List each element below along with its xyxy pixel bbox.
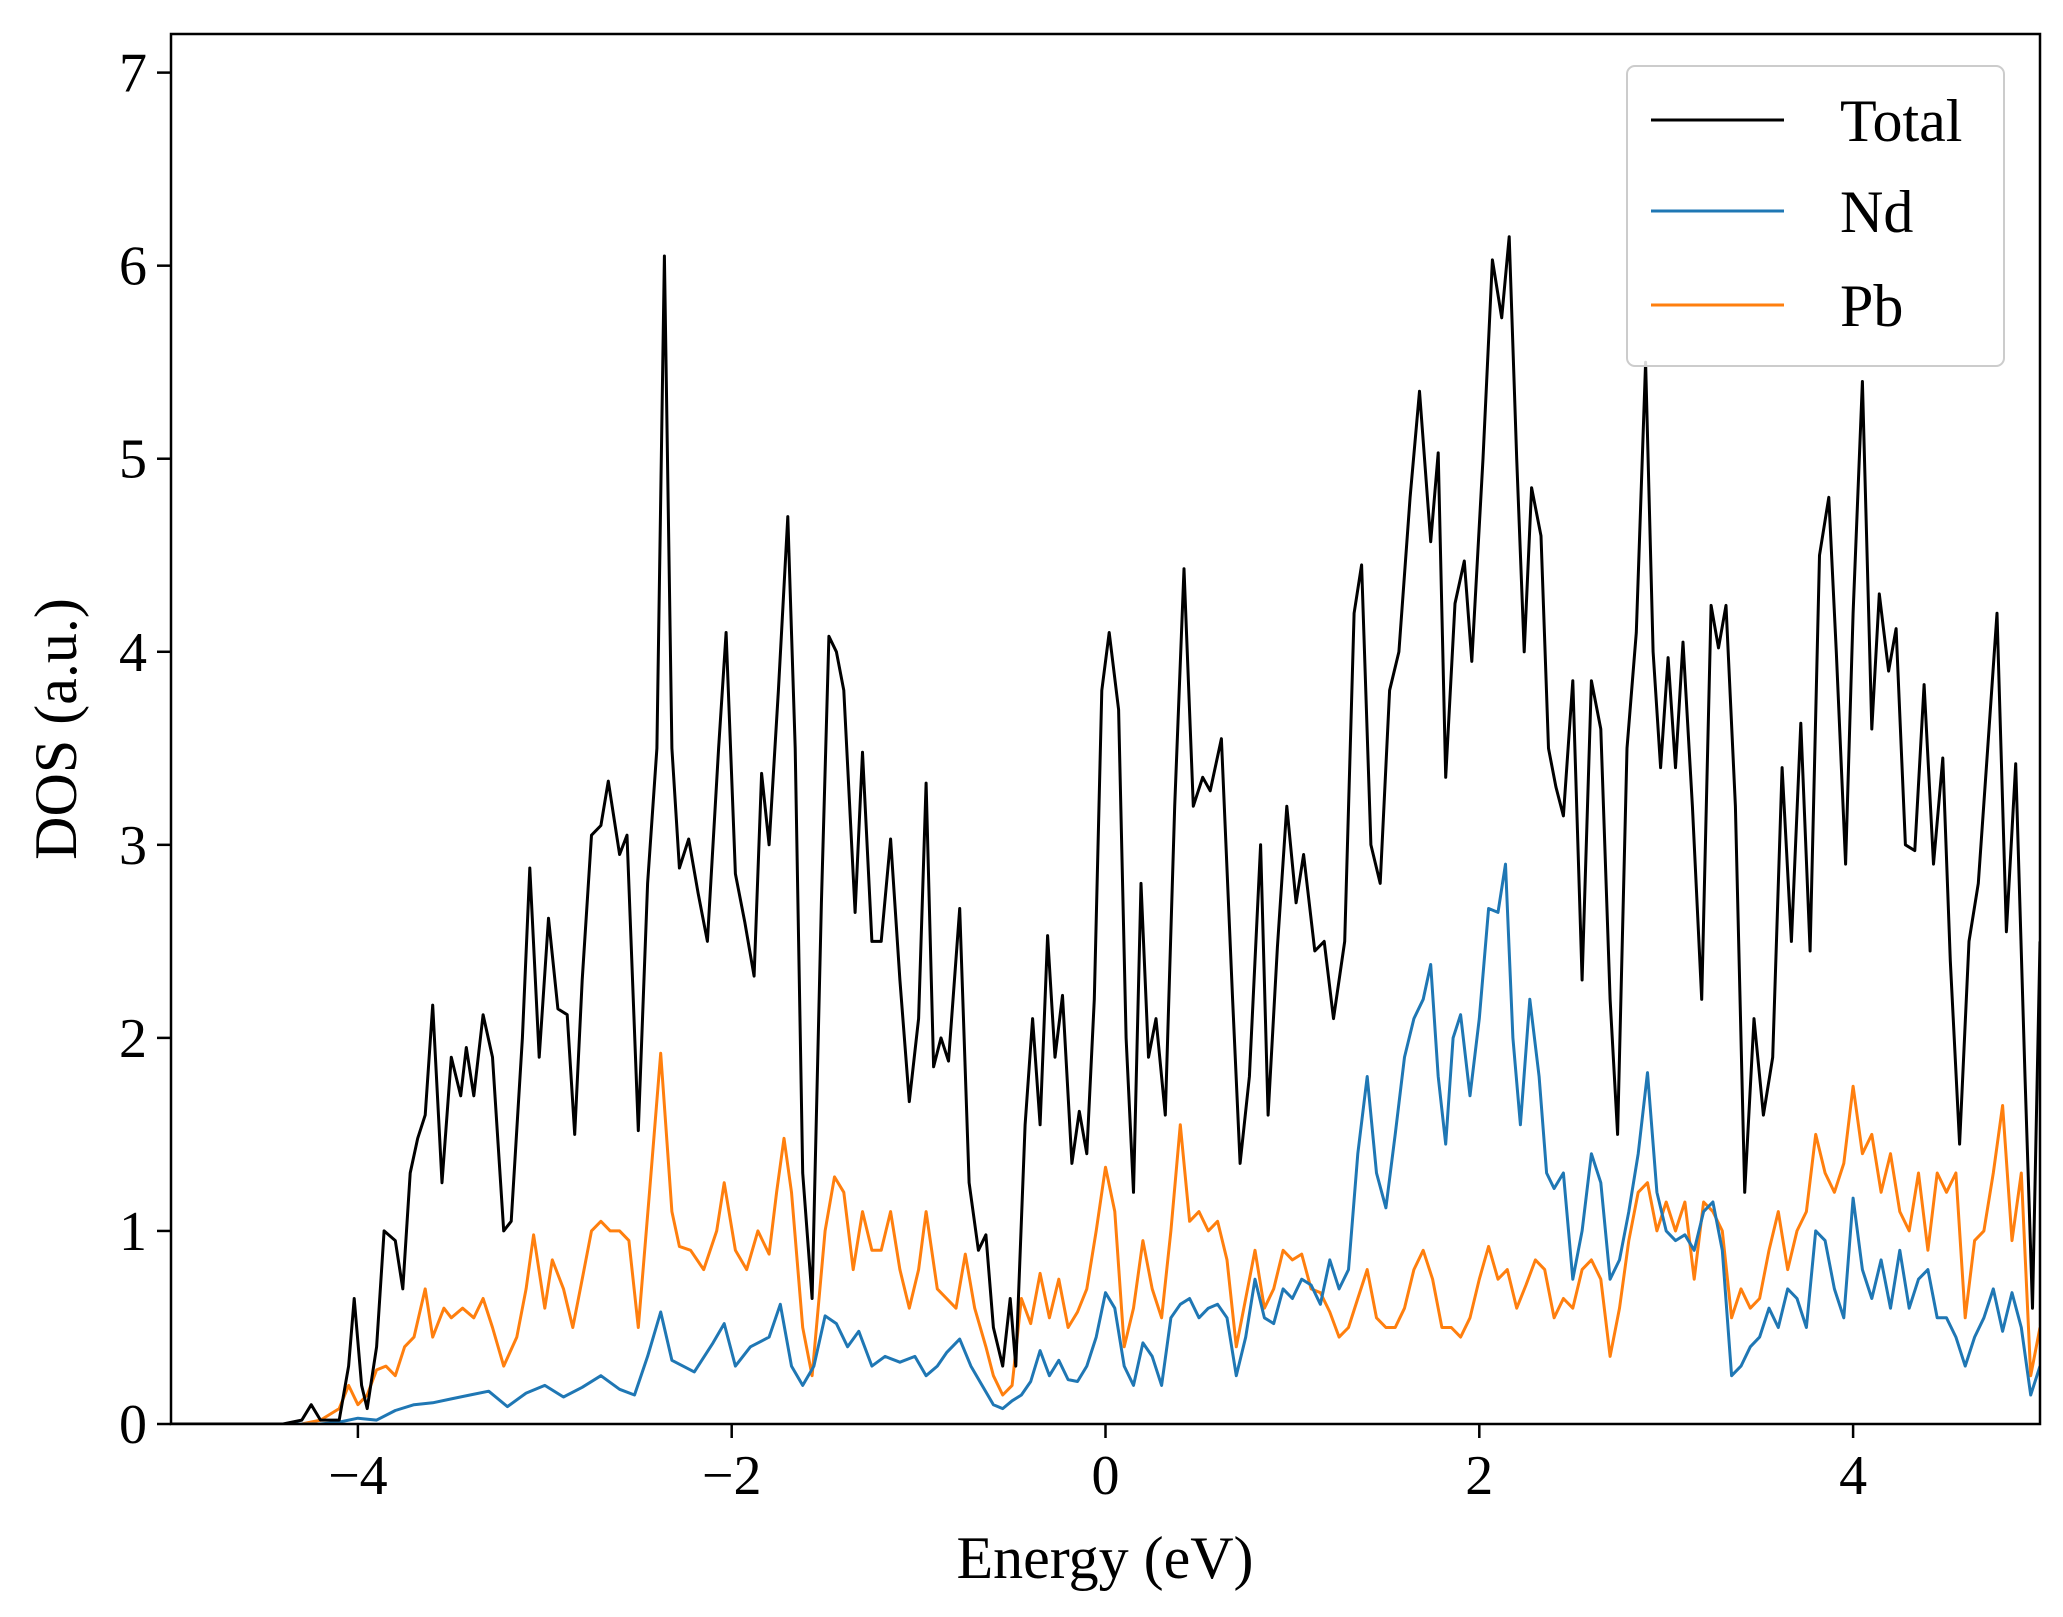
legend-box	[1626, 65, 2005, 367]
y-tick-label: 6	[119, 236, 147, 298]
series-line-total	[171, 235, 2040, 1424]
legend: Total Nd Pb	[1626, 65, 2005, 367]
x-tick-label: −2	[702, 1445, 762, 1507]
y-tick-label: 1	[119, 1201, 147, 1263]
legend-label-pb: Pb	[1840, 273, 1903, 339]
series-layer	[171, 235, 2040, 1424]
legend-label-total: Total	[1840, 88, 1962, 154]
y-tick-label: 0	[119, 1394, 147, 1456]
series-line-pb	[171, 1051, 2040, 1424]
y-axis-label: DOS (a.u.)	[23, 598, 89, 860]
x-tick-label: −4	[328, 1445, 388, 1507]
axis-ticks: −4 −2 0 2 4 0 1 2 3 4 5 6 7	[119, 43, 1867, 1507]
x-tick-label: 4	[1839, 1445, 1867, 1507]
x-axis-label: Energy (eV)	[956, 1525, 1253, 1591]
y-tick-label: 3	[119, 815, 147, 877]
y-tick-label: 7	[119, 43, 147, 105]
x-tick-label: 2	[1465, 1445, 1493, 1507]
legend-label-nd: Nd	[1840, 179, 1913, 245]
y-tick-label: 5	[119, 429, 147, 491]
y-tick-label: 2	[119, 1008, 147, 1070]
series-line-nd	[171, 862, 2040, 1424]
x-tick-label: 0	[1092, 1445, 1120, 1507]
y-tick-label: 4	[119, 622, 147, 684]
